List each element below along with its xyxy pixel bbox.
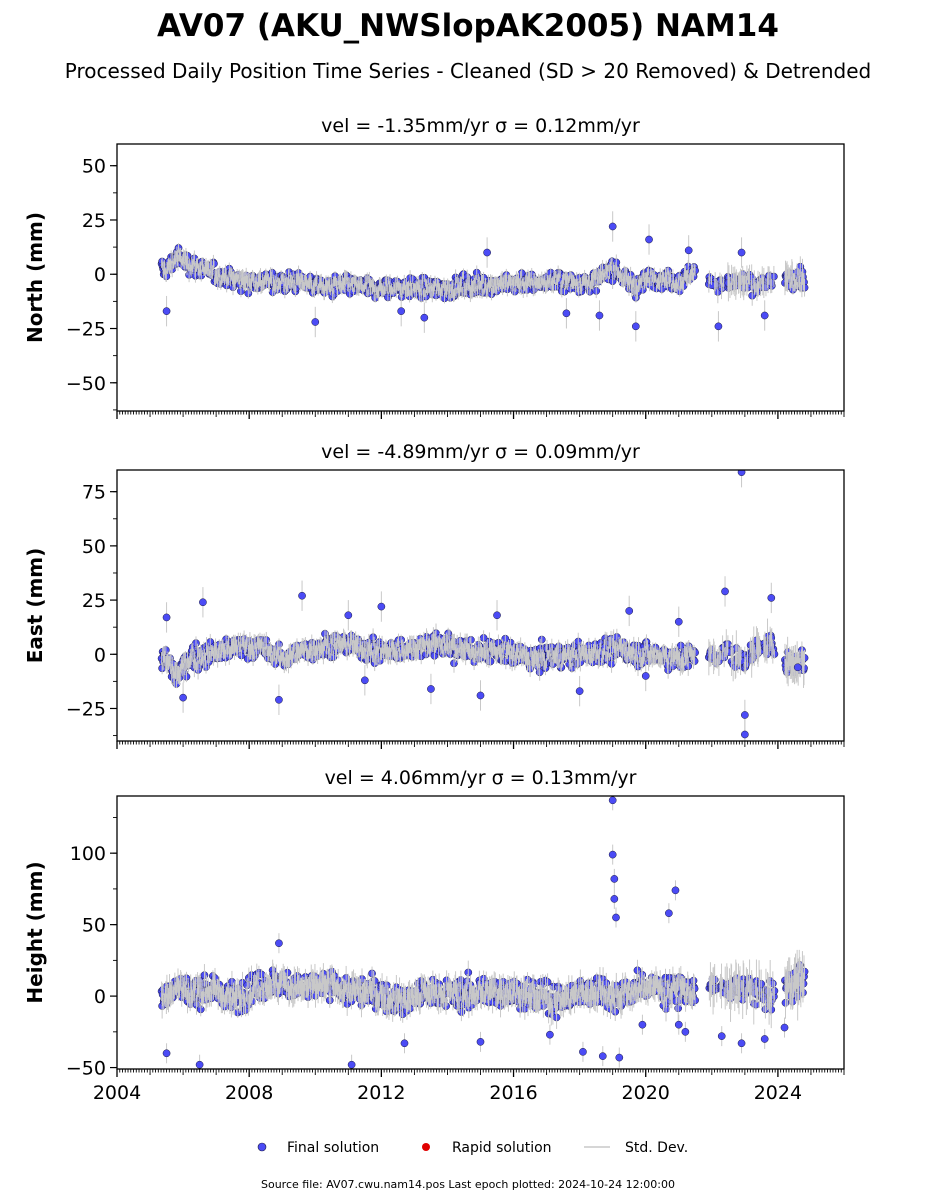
outlier-point <box>641 672 650 680</box>
panel-0: vel = -1.35mm/yr σ = 0.12mm/yr North (mm)… <box>23 115 845 419</box>
y-tick-label: 50 <box>82 156 106 178</box>
outlier-point <box>483 248 491 257</box>
y-tick-label: 0 <box>94 644 106 666</box>
outlier-point <box>741 711 749 719</box>
outlier-point <box>179 693 187 702</box>
outlier-point <box>311 318 320 326</box>
panels: vel = -1.35mm/yr σ = 0.12mm/yr North (mm)… <box>23 115 845 1104</box>
outlier-points <box>162 222 769 331</box>
outlier-point <box>793 663 802 672</box>
outlier-point <box>360 676 369 685</box>
outlier-point <box>575 687 584 695</box>
stddev-bars <box>161 211 806 342</box>
y-tick-label: 50 <box>82 536 106 558</box>
y-tick-label: −25 <box>66 698 106 720</box>
outlier-point <box>562 309 571 318</box>
y-tick-label: 75 <box>82 482 106 504</box>
outlier-point <box>344 611 353 620</box>
y-axis-label: East (mm) <box>23 548 47 664</box>
outlier-point <box>162 613 171 622</box>
outlier-point <box>298 591 306 600</box>
panel-1: vel = -4.89mm/yr σ = 0.09mm/yr East (mm) 7… <box>23 441 845 749</box>
outlier-point <box>674 617 683 626</box>
outlier-point <box>760 311 769 320</box>
chart-title: AV07 (AKU_NWSlopAK2005) NAM14 <box>157 8 779 44</box>
outlier-point <box>767 594 776 602</box>
panel-title: vel = -4.89mm/yr σ = 0.09mm/yr <box>321 441 640 463</box>
outlier-point <box>714 322 723 331</box>
outlier-point <box>595 311 604 320</box>
outlier-point <box>741 730 749 739</box>
y-tick-label: −25 <box>66 319 106 341</box>
chart-subtitle: Processed Daily Position Time Series - C… <box>65 59 871 83</box>
outlier-point <box>737 248 746 257</box>
panel-title: vel = -1.35mm/yr σ = 0.12mm/yr <box>321 115 640 137</box>
outlier-points <box>162 470 802 739</box>
outlier-point <box>476 691 485 700</box>
outlier-point <box>608 222 617 231</box>
outlier-point <box>199 598 207 607</box>
outlier-point <box>721 587 729 596</box>
outlier-point <box>377 602 386 611</box>
outlier-point <box>162 307 171 315</box>
y-axis-label: North (mm) <box>23 212 47 343</box>
stddev-bars <box>161 470 806 741</box>
outlier-point <box>427 685 435 693</box>
data-layer <box>157 470 809 741</box>
outlier-point <box>275 695 283 704</box>
outlier-point <box>625 607 634 615</box>
outlier-point <box>397 307 406 315</box>
data-layer <box>157 211 809 342</box>
outlier-point <box>684 246 693 255</box>
outlier-point <box>493 611 501 620</box>
y-tick-label: −50 <box>66 373 106 395</box>
outlier-point <box>631 322 640 331</box>
y-tick-label: 0 <box>94 264 106 286</box>
y-tick-label: 25 <box>82 210 106 232</box>
outlier-point <box>645 235 653 244</box>
outlier-point <box>737 470 746 477</box>
y-tick-label: 25 <box>82 590 106 612</box>
outlier-point <box>420 313 429 322</box>
